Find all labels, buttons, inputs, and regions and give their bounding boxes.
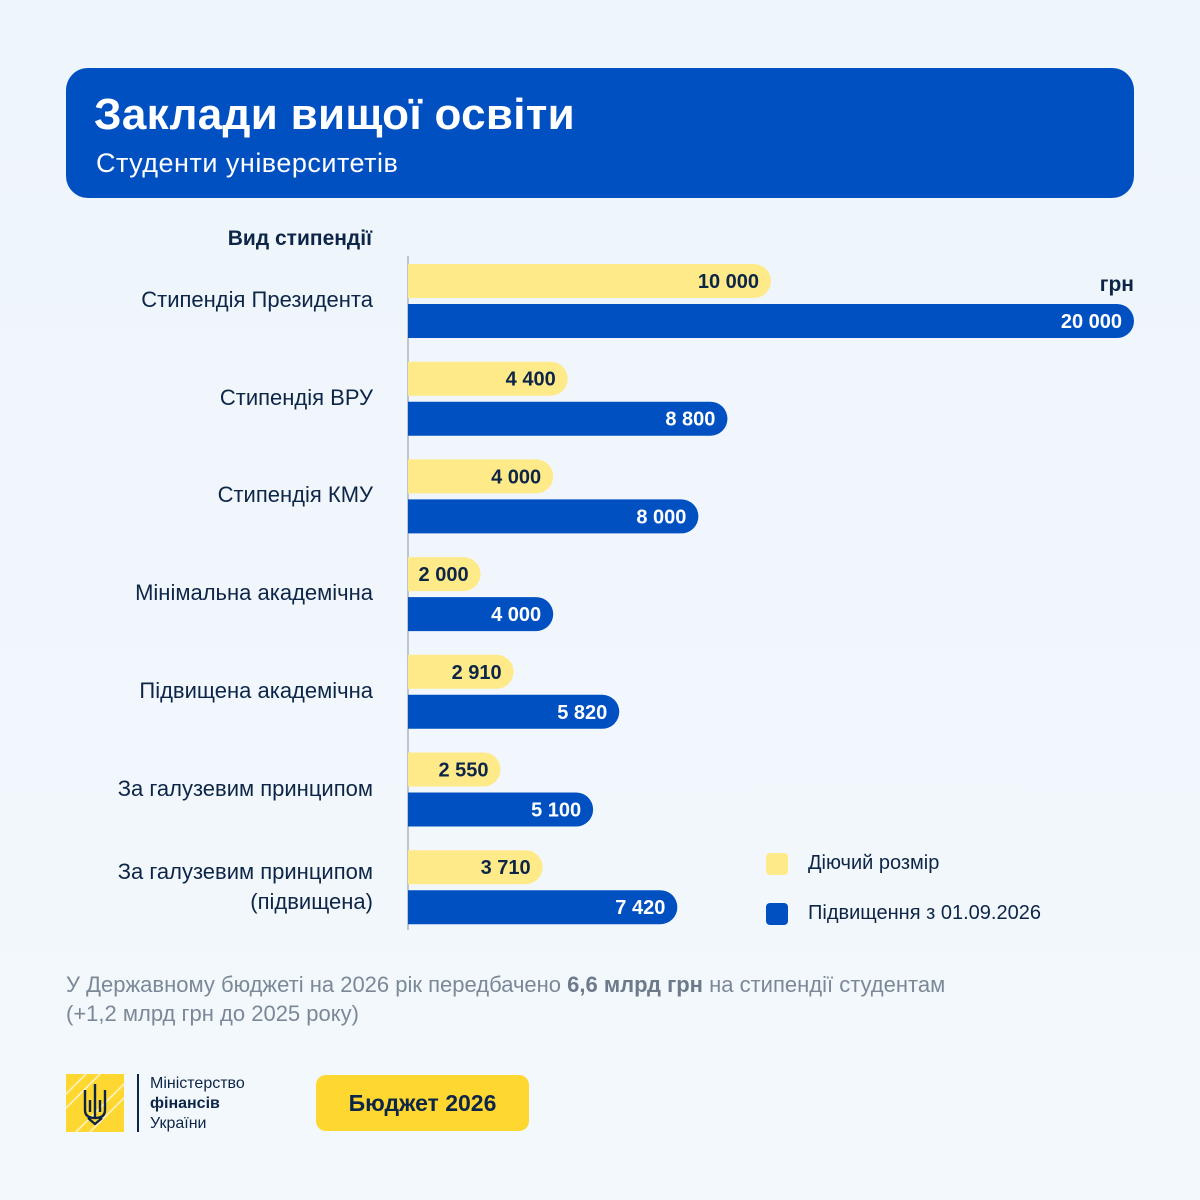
category-label: Підвищена академічна: [139, 677, 373, 703]
bar-current: [408, 752, 501, 787]
data-label-increase: 8 000: [636, 506, 686, 528]
header-banner: Заклади вищої освіти Студенти університе…: [66, 68, 1134, 198]
data-label-increase: 5 100: [531, 800, 581, 822]
data-label-current: 2 000: [419, 564, 469, 586]
page-subtitle: Студенти університетів: [96, 148, 399, 178]
legend-label-increase: Підвищення з 01.09.2026: [808, 902, 1041, 924]
data-label-current: 10 000: [698, 271, 759, 293]
category-label: Стипендія КМУ: [217, 482, 373, 508]
category-label-line1: За галузевим принципом: [117, 859, 373, 885]
data-label-increase: 20 000: [1061, 311, 1122, 333]
bar-increase: [408, 694, 620, 729]
logo-divider: [137, 1074, 139, 1132]
bar-current: [408, 361, 568, 396]
data-label-current: 2 910: [452, 662, 502, 684]
budget-2026-badge[interactable]: Бюджет 2026: [316, 1075, 529, 1131]
legend-label-current: Діючий розмір: [808, 852, 940, 874]
bar-increase: [408, 890, 678, 925]
category-label: Мінімальна академічна: [135, 580, 373, 606]
data-label-increase: 8 800: [665, 409, 715, 431]
data-label-current: 3 710: [481, 857, 531, 879]
data-label-increase: 5 820: [557, 702, 607, 724]
ministry-line2: фінансів: [150, 1095, 220, 1112]
bar-current: [408, 459, 554, 494]
bar-increase: [408, 401, 728, 436]
ministry-line1: Міністерство: [150, 1075, 245, 1092]
data-label-current: 4 000: [491, 466, 541, 488]
category-label: Стипендія Президента: [141, 287, 373, 312]
unit-label: грн: [1099, 273, 1134, 296]
bar-current: [408, 654, 514, 689]
bar-current: [408, 264, 771, 298]
data-label-increase: 7 420: [615, 897, 665, 919]
data-label-current: 2 550: [439, 760, 489, 782]
legend-item-current: Діючий розмір: [766, 852, 939, 875]
bar-increase: [408, 597, 554, 632]
budget-note: У Державному бюджеті на 2026 рік передба…: [66, 970, 1146, 1028]
legend-swatch-increase: [766, 902, 788, 925]
bar-increase: [408, 499, 699, 534]
bar-current: [408, 557, 481, 592]
data-label-increase: 4 000: [491, 604, 541, 626]
note-text-line2: (+1,2 млрд грн до 2025 року): [66, 1001, 359, 1026]
ministry-line3: України: [150, 1115, 207, 1132]
page-title: Заклади вищої освіти: [94, 90, 575, 139]
note-amount: 6,6 млрд грн: [567, 972, 703, 997]
legend-swatch-current: [766, 852, 788, 875]
category-label: За галузевим принципом (підвищена): [40, 857, 373, 917]
legend-item-increase: Підвищення з 01.09.2026: [766, 902, 1041, 925]
note-text-before: У Державному бюджеті на 2026 рік передба…: [66, 972, 568, 997]
category-label: За галузевим принципом: [117, 775, 373, 801]
category-label: Стипендія ВРУ: [219, 384, 373, 410]
ministry-name: Міністерство фінансів України: [150, 1074, 245, 1134]
category-header: Вид стипендії: [227, 227, 372, 250]
bar-current: [408, 850, 543, 885]
trident-icon: [66, 1074, 124, 1132]
data-label-current: 4 400: [506, 369, 556, 391]
note-text-after: на стипендії студентам: [702, 972, 946, 997]
bar-increase: [408, 792, 594, 827]
bar-increase: [408, 304, 1134, 338]
category-label-line2: (підвищена): [250, 889, 373, 915]
